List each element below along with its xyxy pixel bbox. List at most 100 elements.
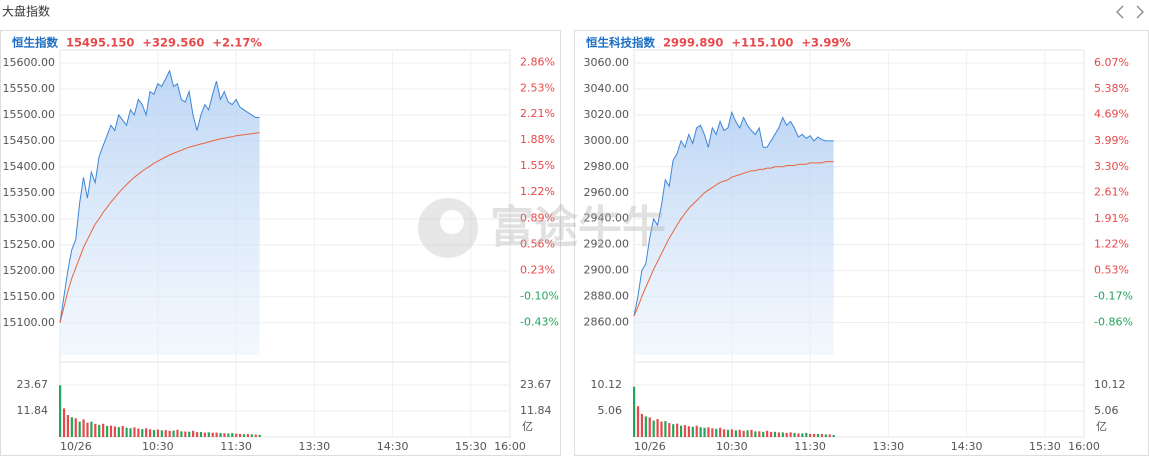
y2-tick-label: -0.10% bbox=[520, 290, 559, 303]
volume-bar bbox=[199, 431, 203, 437]
volume-bar bbox=[656, 419, 659, 437]
volume-bar bbox=[762, 431, 765, 437]
price: 15495.150 bbox=[66, 36, 134, 50]
volume-bar bbox=[691, 426, 694, 437]
volume-bar bbox=[664, 421, 667, 437]
y-tick-label: 3060.00 bbox=[584, 56, 630, 69]
volume-bar bbox=[180, 431, 183, 437]
y-tick-label: 15350.00 bbox=[3, 186, 56, 199]
volume-bar bbox=[793, 432, 796, 437]
volume-bar bbox=[781, 432, 784, 437]
volume-bar bbox=[773, 431, 777, 437]
y-tick-label: 2960.00 bbox=[584, 186, 630, 199]
volume-bar bbox=[738, 429, 741, 437]
volume-bar bbox=[195, 432, 199, 437]
volume-bar bbox=[633, 386, 636, 437]
price: 2999.890 bbox=[663, 36, 723, 50]
change-pct: +3.99% bbox=[801, 36, 851, 50]
y-tick-label: 15250.00 bbox=[3, 238, 56, 251]
section-title: 大盘指数 bbox=[2, 4, 50, 19]
x-tick-label: 14:30 bbox=[377, 440, 409, 453]
y-tick-label: 15550.00 bbox=[3, 82, 56, 95]
volume-bar bbox=[102, 423, 105, 437]
volume-bar bbox=[769, 431, 773, 437]
x-tick-label: 16:00 bbox=[494, 440, 526, 453]
volume-bar bbox=[660, 421, 663, 437]
average-line bbox=[59, 132, 260, 323]
volume-bar bbox=[188, 431, 191, 437]
y2-tick-label: 6.07% bbox=[1094, 56, 1129, 69]
y2-tick-label: 1.22% bbox=[520, 185, 555, 198]
volume-bar bbox=[168, 430, 171, 437]
x-tick-label: 11:30 bbox=[794, 440, 826, 453]
volume-bar bbox=[820, 433, 824, 437]
volume-bar bbox=[258, 434, 261, 437]
average-line bbox=[633, 161, 834, 317]
volume-bar bbox=[801, 433, 804, 437]
volume-bar bbox=[176, 429, 179, 437]
volume-bar bbox=[160, 430, 163, 437]
volume-tick-label-right: 5.06 bbox=[1094, 404, 1119, 417]
index-name: 恒生指数 bbox=[12, 36, 58, 50]
volume-bar bbox=[125, 427, 128, 437]
volume-bar bbox=[699, 427, 702, 437]
volume-bar bbox=[703, 427, 706, 437]
watermark: 富途牛牛 bbox=[490, 202, 666, 253]
volume-bar bbox=[719, 427, 722, 437]
volume-bar bbox=[813, 433, 816, 437]
y2-tick-label: 1.22% bbox=[1094, 238, 1129, 251]
next-button[interactable] bbox=[1136, 5, 1144, 19]
y-tick-label: 15200.00 bbox=[3, 264, 56, 277]
volume-bar bbox=[164, 430, 167, 437]
volume-bar bbox=[746, 430, 749, 437]
y2-tick-label: 0.89% bbox=[520, 211, 555, 224]
volume-bar bbox=[94, 423, 97, 437]
volume-bar bbox=[805, 432, 808, 437]
volume-bar bbox=[668, 423, 671, 437]
volume-bar bbox=[246, 433, 250, 437]
y-tick-label: 15150.00 bbox=[3, 290, 56, 303]
change: +329.560 bbox=[142, 36, 204, 50]
volume-bar bbox=[86, 422, 89, 437]
y2-tick-label: 3.30% bbox=[1094, 160, 1129, 173]
prev-button[interactable] bbox=[1116, 5, 1124, 19]
volume-bar bbox=[707, 427, 710, 437]
volume-bar bbox=[648, 417, 651, 437]
volume-bar bbox=[211, 432, 214, 437]
volume-bar bbox=[683, 425, 687, 437]
price-area bbox=[60, 70, 260, 356]
volume-bar bbox=[113, 426, 116, 437]
x-tick-label: 10:30 bbox=[716, 440, 748, 453]
volume-bar bbox=[156, 429, 160, 437]
y2-tick-label: 2.53% bbox=[520, 82, 555, 95]
volume-bar bbox=[789, 432, 792, 437]
y-tick-label: 2900.00 bbox=[584, 264, 630, 277]
volume-bar bbox=[192, 430, 195, 437]
volume-bar bbox=[750, 429, 753, 437]
y2-tick-label: -0.86% bbox=[1094, 315, 1133, 328]
watermark-logo bbox=[418, 198, 478, 258]
volume-bar bbox=[105, 426, 109, 437]
volume-bar bbox=[62, 408, 66, 437]
y-tick-label: 3020.00 bbox=[584, 108, 630, 121]
volume-bar bbox=[766, 430, 769, 437]
x-tick-label: 10/26 bbox=[60, 440, 92, 453]
y2-tick-label: -0.17% bbox=[1094, 290, 1133, 303]
y-tick-label: 3040.00 bbox=[584, 82, 630, 95]
x-tick-label: 11:30 bbox=[220, 440, 252, 453]
volume-bar bbox=[66, 415, 70, 437]
volume-unit: 亿 bbox=[522, 420, 533, 433]
y-tick-label: 3000.00 bbox=[584, 134, 630, 147]
y2-tick-label: 1.88% bbox=[520, 133, 555, 146]
volume-bar bbox=[676, 423, 679, 437]
volume-bar bbox=[726, 429, 730, 437]
y2-tick-label: 5.38% bbox=[1094, 82, 1129, 95]
volume-bar bbox=[715, 428, 718, 437]
volume-tick-label-right: 23.67 bbox=[520, 378, 552, 391]
volume-bar bbox=[145, 428, 148, 437]
y2-tick-label: 1.91% bbox=[1094, 212, 1129, 225]
volume-bar bbox=[59, 385, 62, 437]
watermark-group: 富途牛牛 bbox=[418, 198, 666, 258]
volume-bar bbox=[235, 433, 238, 437]
